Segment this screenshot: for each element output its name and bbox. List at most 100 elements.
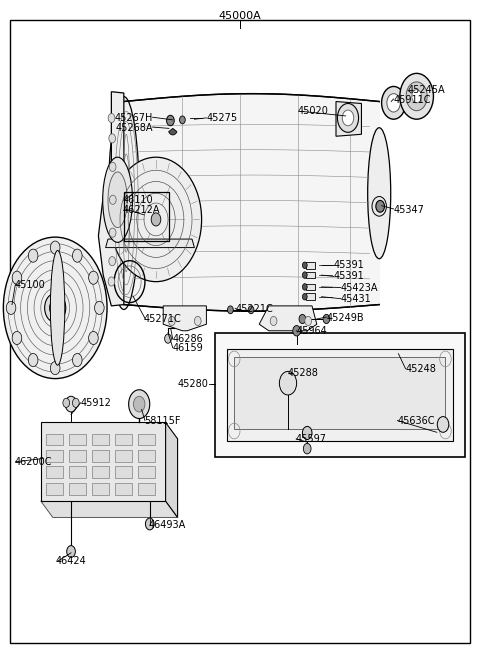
Text: 45964: 45964 xyxy=(297,326,327,336)
Circle shape xyxy=(129,390,150,419)
Bar xyxy=(306,272,315,278)
Ellipse shape xyxy=(108,97,139,310)
Polygon shape xyxy=(106,239,194,248)
Circle shape xyxy=(50,362,60,375)
Text: 45423A: 45423A xyxy=(341,282,378,293)
Text: 46493A: 46493A xyxy=(149,520,186,531)
Text: 45597: 45597 xyxy=(295,434,326,444)
Bar xyxy=(215,333,465,457)
Text: 45391: 45391 xyxy=(334,271,364,282)
Circle shape xyxy=(109,162,116,172)
Bar xyxy=(138,466,155,478)
Bar xyxy=(92,466,109,478)
Circle shape xyxy=(110,157,202,282)
Circle shape xyxy=(376,200,384,212)
Bar xyxy=(92,434,109,445)
Text: 46424: 46424 xyxy=(55,556,86,567)
Circle shape xyxy=(72,249,82,262)
Circle shape xyxy=(65,396,77,412)
Polygon shape xyxy=(259,306,317,331)
Bar xyxy=(69,450,86,462)
Text: 45280: 45280 xyxy=(178,379,209,390)
Circle shape xyxy=(72,398,79,407)
Circle shape xyxy=(372,196,386,216)
Bar xyxy=(306,293,315,300)
Ellipse shape xyxy=(108,172,127,228)
Circle shape xyxy=(302,284,307,290)
Ellipse shape xyxy=(368,128,391,259)
Circle shape xyxy=(270,316,277,326)
Circle shape xyxy=(303,443,311,454)
Polygon shape xyxy=(336,102,361,136)
Circle shape xyxy=(167,115,174,126)
Circle shape xyxy=(50,241,60,254)
Bar xyxy=(124,192,169,241)
Circle shape xyxy=(302,272,307,278)
Bar xyxy=(46,466,63,478)
Ellipse shape xyxy=(50,250,65,365)
Bar xyxy=(46,483,63,495)
Bar xyxy=(115,434,132,445)
Circle shape xyxy=(145,518,154,530)
Bar xyxy=(46,434,63,445)
Text: 45100: 45100 xyxy=(14,280,45,290)
Text: 46110: 46110 xyxy=(122,195,153,205)
Circle shape xyxy=(299,314,306,324)
Circle shape xyxy=(108,277,115,286)
Text: 45267H: 45267H xyxy=(114,113,153,123)
Circle shape xyxy=(168,316,175,326)
Circle shape xyxy=(412,90,421,103)
Circle shape xyxy=(133,396,145,412)
Bar xyxy=(227,349,453,441)
Circle shape xyxy=(406,82,427,111)
Bar xyxy=(138,483,155,495)
Circle shape xyxy=(228,306,233,314)
Circle shape xyxy=(382,86,406,119)
Circle shape xyxy=(302,293,307,300)
Circle shape xyxy=(180,116,185,124)
Circle shape xyxy=(95,301,104,314)
Bar xyxy=(69,434,86,445)
Circle shape xyxy=(323,314,330,324)
Circle shape xyxy=(89,331,98,345)
Polygon shape xyxy=(124,94,379,311)
Bar xyxy=(46,450,63,462)
Circle shape xyxy=(387,94,400,112)
Text: 45245A: 45245A xyxy=(408,85,445,96)
Bar xyxy=(306,262,315,269)
Circle shape xyxy=(302,262,307,269)
Circle shape xyxy=(6,301,16,314)
Text: 45288: 45288 xyxy=(288,368,319,379)
Circle shape xyxy=(49,300,61,316)
Bar xyxy=(69,483,86,495)
Circle shape xyxy=(108,113,115,122)
Circle shape xyxy=(194,316,201,326)
Text: 46159: 46159 xyxy=(173,343,204,354)
Bar xyxy=(92,483,109,495)
Polygon shape xyxy=(41,422,166,501)
Text: 46212A: 46212A xyxy=(122,204,160,215)
Circle shape xyxy=(12,331,22,345)
Circle shape xyxy=(45,293,66,322)
Circle shape xyxy=(109,228,116,237)
Text: 45249B: 45249B xyxy=(326,312,364,323)
Bar xyxy=(115,483,132,495)
Circle shape xyxy=(305,316,312,326)
Circle shape xyxy=(293,326,300,336)
Circle shape xyxy=(437,417,449,432)
Circle shape xyxy=(28,354,38,367)
Ellipse shape xyxy=(103,157,132,242)
Bar xyxy=(92,450,109,462)
Circle shape xyxy=(3,237,107,379)
Polygon shape xyxy=(41,501,178,517)
Circle shape xyxy=(279,371,297,395)
Circle shape xyxy=(28,249,38,262)
Circle shape xyxy=(12,271,22,284)
Text: 45000A: 45000A xyxy=(218,11,262,21)
Text: 45636C: 45636C xyxy=(397,415,435,426)
Circle shape xyxy=(165,334,171,343)
Text: 45221C: 45221C xyxy=(235,304,273,314)
Text: 45391: 45391 xyxy=(334,260,364,271)
Circle shape xyxy=(67,546,75,557)
Bar xyxy=(138,450,155,462)
